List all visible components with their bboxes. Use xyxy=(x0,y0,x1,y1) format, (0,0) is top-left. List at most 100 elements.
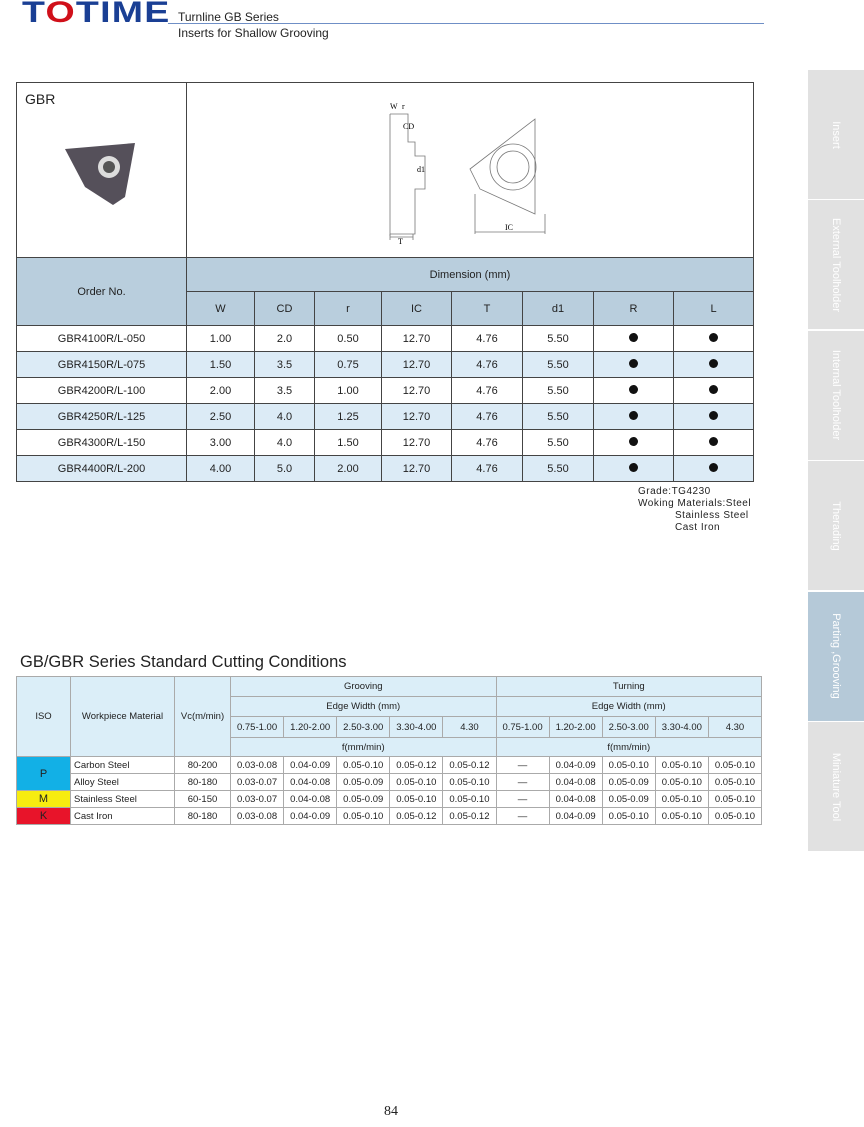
table-row: GBR4200R/L-100 2.00 3.5 1.00 12.70 4.76 5.50 xyxy=(16,377,754,404)
dimension-value: 1.50 xyxy=(314,429,382,456)
grooving-edge-width: Edge Width (mm) xyxy=(230,696,497,717)
turning-feed: 0.05-0.10 xyxy=(707,773,763,791)
table-row: P Carbon Steel 80-200 0.03-0.08 0.04-0.09 0.0… xyxy=(16,756,763,791)
turning-feed: 0.05-0.10 xyxy=(654,807,709,825)
available-dot-icon xyxy=(709,436,718,446)
dimension-value: 4.76 xyxy=(451,377,523,404)
grooving-feed: 0.04-0.08 xyxy=(283,790,338,808)
order-no: GBR4200R/L-100 xyxy=(16,377,187,404)
grooving-feed: 0.05-0.12 xyxy=(389,756,444,774)
dimension-value: 12.70 xyxy=(381,351,452,378)
grooving-feed: 0.04-0.08 xyxy=(283,773,338,791)
turning-feed-unit: f(mm/min) xyxy=(495,737,763,757)
table-row: GBR4250R/L-125 2.50 4.0 1.25 12.70 4.76 5.50 xyxy=(16,403,754,430)
availability-R xyxy=(593,455,674,482)
available-dot-icon xyxy=(709,462,718,472)
order-no: GBR4400R/L-200 xyxy=(16,455,187,482)
available-dot-icon xyxy=(709,410,718,420)
dimension-value: 12.70 xyxy=(381,377,452,404)
order-no: GBR4150R/L-075 xyxy=(16,351,187,378)
vc-header: Vc(m/min) xyxy=(174,676,231,757)
grooving-header: Grooving xyxy=(230,676,497,697)
dimension-value: 12.70 xyxy=(381,403,452,430)
grade-notes: Grade:TG4230 Woking Materials:Steel Stai… xyxy=(638,486,751,534)
table-row: GBR4100R/L-050 1.00 2.0 0.50 12.70 4.76 5.50 xyxy=(16,325,754,352)
dimension-value: 5.50 xyxy=(522,429,594,456)
label-d1: d1 xyxy=(417,165,425,174)
turning-feed: 0.05-0.09 xyxy=(601,773,656,791)
order-no: GBR4300R/L-150 xyxy=(16,429,187,456)
column-header: r xyxy=(314,291,382,326)
grooving-feed: 0.03-0.07 xyxy=(229,790,285,808)
dimension-value: 2.50 xyxy=(186,403,255,430)
iso-code: P xyxy=(16,756,71,791)
side-tab-4[interactable]: Parting ,Grooving xyxy=(808,591,864,722)
available-dot-icon xyxy=(709,358,718,368)
dimension-value: 0.50 xyxy=(314,325,382,352)
dimension-value: 3.00 xyxy=(186,429,255,456)
grooving-feed: 0.03-0.08 xyxy=(229,807,285,825)
header-divider xyxy=(168,23,764,24)
table-row: Alloy Steel 80-180 0.03-0.07 0.04-0.08 0.05-… xyxy=(17,773,763,791)
column-header: CD xyxy=(254,291,315,326)
availability-L xyxy=(673,325,754,352)
technical-drawing-cell: W r CD d1 T IC xyxy=(186,82,754,258)
grooving-feed: 0.05-0.10 xyxy=(442,790,497,808)
dimension-header: Dimension (mm) xyxy=(186,257,754,292)
dimension-value: 4.76 xyxy=(451,325,523,352)
dimension-value: 4.76 xyxy=(451,455,523,482)
grade-text: Grade:TG4230 xyxy=(638,486,711,497)
availability-L xyxy=(673,429,754,456)
material-name: Alloy Steel xyxy=(70,773,175,791)
availability-L xyxy=(673,377,754,404)
grooving-feed: 0.05-0.10 xyxy=(389,773,444,791)
cutting-conditions-table: ISO Workpiece Material Vc(m/min) Groovin… xyxy=(16,676,763,825)
availability-R xyxy=(593,377,674,404)
side-tab-label: Internal Toolholder xyxy=(830,350,842,441)
material-stainless: Stainless Steel xyxy=(675,510,749,521)
material-name: Carbon Steel xyxy=(70,756,175,774)
dimension-value: 2.00 xyxy=(186,377,255,404)
side-tab-1[interactable]: External Toolholder xyxy=(808,200,864,331)
available-dot-icon xyxy=(629,436,638,446)
dimension-value: 5.50 xyxy=(522,403,594,430)
turning-feed: — xyxy=(495,807,550,825)
materials-text: Woking Materials:Steel xyxy=(638,498,752,509)
order-no: GBR4250R/L-125 xyxy=(16,403,187,430)
dimension-value: 1.50 xyxy=(186,351,255,378)
side-tab-3[interactable]: Therading xyxy=(808,461,864,592)
dimension-value: 2.00 xyxy=(314,455,382,482)
dimension-value: 4.76 xyxy=(451,351,523,378)
availability-L xyxy=(673,351,754,378)
table-row: M Stainless Steel 60-150 0.03-0.07 0.04-0.08… xyxy=(16,790,763,808)
side-tab-0[interactable]: Insert xyxy=(808,70,864,200)
available-dot-icon xyxy=(709,332,718,342)
side-tab-5[interactable]: Miniature Tool xyxy=(808,722,864,852)
dimension-value: 3.5 xyxy=(254,377,315,404)
vc-value: 80-180 xyxy=(174,807,231,825)
available-dot-icon xyxy=(629,358,638,368)
series-subtitle: Inserts for Shallow Grooving xyxy=(178,26,329,40)
turning-feed: — xyxy=(495,773,550,791)
order-no-header: Order No. xyxy=(16,257,187,326)
edge-width-range: 1.20-2.00 xyxy=(283,716,338,738)
iso-header: ISO xyxy=(16,676,71,757)
column-header: T xyxy=(451,291,523,326)
turning-feed: 0.05-0.10 xyxy=(654,773,709,791)
side-tab-2[interactable]: Internal Toolholder xyxy=(808,330,864,461)
side-tab-label: Miniature Tool xyxy=(830,752,842,821)
column-header: R xyxy=(593,291,674,326)
turning-feed: 0.04-0.09 xyxy=(548,756,603,774)
side-tab-label: Therading xyxy=(830,500,842,551)
dimension-value: 1.00 xyxy=(314,377,382,404)
vc-value: 60-150 xyxy=(174,790,231,808)
available-dot-icon xyxy=(629,384,638,394)
grooving-feed: 0.05-0.12 xyxy=(442,756,497,774)
available-dot-icon xyxy=(629,332,638,342)
table-row: GBR4300R/L-150 3.00 4.0 1.50 12.70 4.76 5.50 xyxy=(16,429,754,456)
label-w: W xyxy=(390,102,398,111)
edge-width-range: 0.75-1.00 xyxy=(495,716,550,738)
dimension-value: 12.70 xyxy=(381,325,452,352)
order-no: GBR4100R/L-050 xyxy=(16,325,187,352)
turning-feed: 0.05-0.10 xyxy=(654,790,709,808)
